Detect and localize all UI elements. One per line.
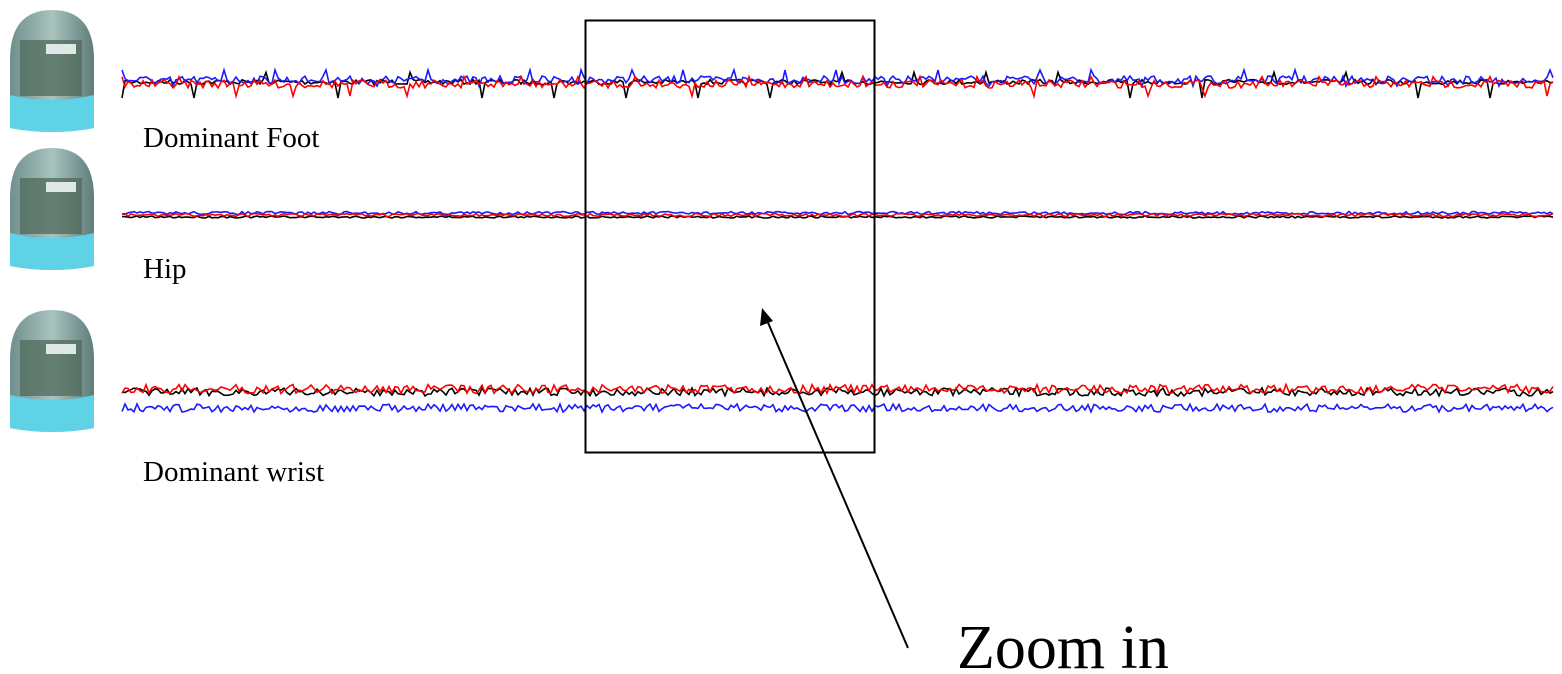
signal-trace <box>121 215 1554 219</box>
sensor-label: Hip <box>143 253 187 285</box>
signal-traces <box>121 66 1554 415</box>
signal-trace <box>121 210 1554 216</box>
sensor-label: Dominant wrist <box>143 456 324 488</box>
signal-trace <box>121 401 1554 415</box>
sensor-label: Dominant Foot <box>143 122 319 154</box>
annotation: Zoom in <box>957 614 1169 674</box>
sensor-icon <box>10 10 94 132</box>
signal-trace <box>121 74 1554 100</box>
zoom-box <box>584 19 876 454</box>
sensor-icon <box>10 310 94 432</box>
signal-trace <box>121 212 1554 218</box>
arrow-head <box>760 308 773 326</box>
arrow <box>765 317 909 649</box>
signal-trace <box>121 382 1554 396</box>
sensor-icon <box>10 148 94 270</box>
